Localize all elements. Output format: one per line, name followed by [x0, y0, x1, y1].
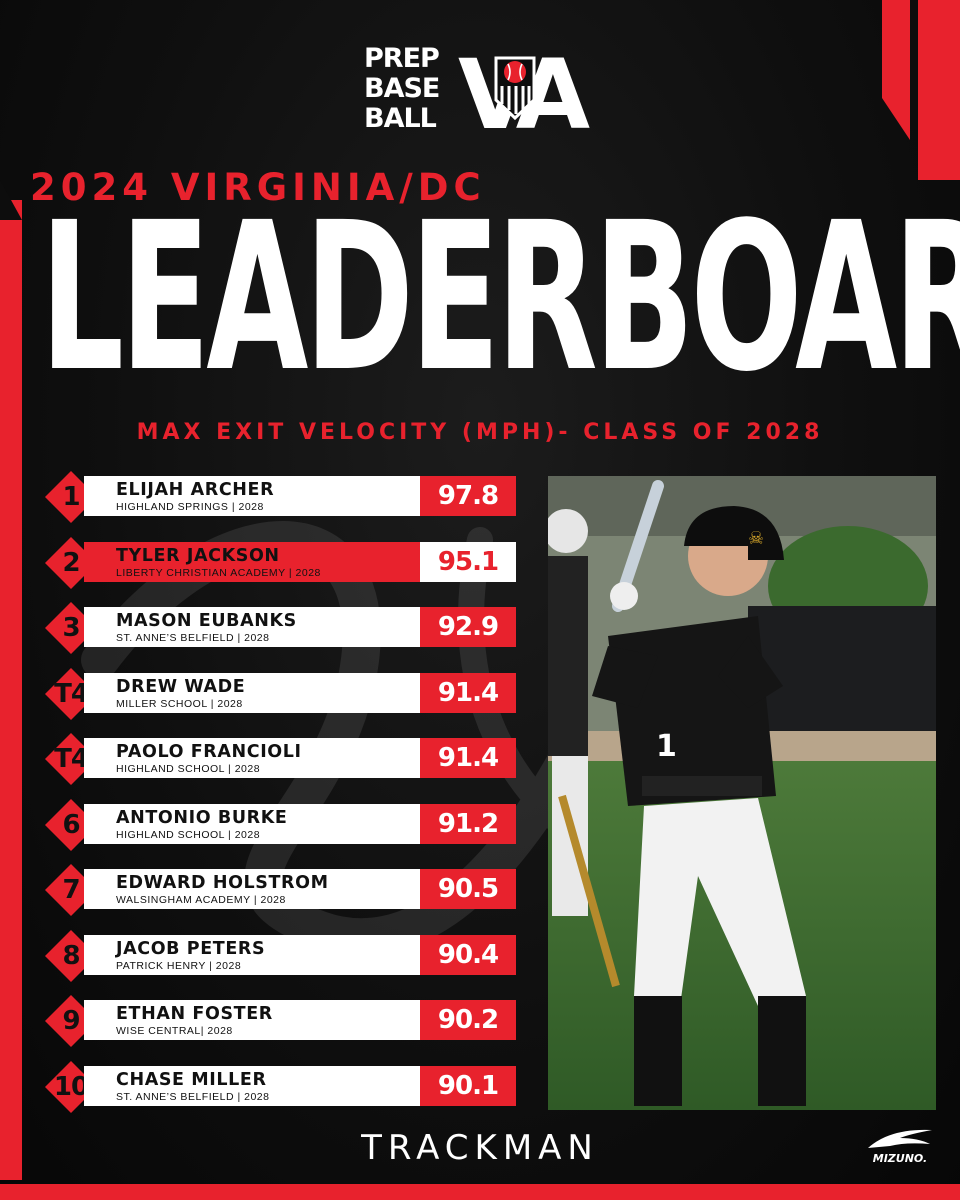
exit-velocity-value: 91.4 [420, 673, 516, 713]
player-school: ST. ANNE’S BELFIELD | 2028 [116, 632, 270, 644]
leaderboard-row: 10 CHASE MILLER ST. ANNE’S BELFIELD | 20… [44, 1061, 524, 1113]
row-bar [84, 738, 464, 778]
player-name: ANTONIO BURKE [116, 808, 288, 828]
exit-velocity-value: 90.5 [420, 869, 516, 909]
rank-number: 10 [53, 1072, 89, 1102]
player-name: PAOLO FRANCIOLI [116, 742, 302, 762]
player-name: CHASE MILLER [116, 1070, 267, 1090]
row-bar [84, 607, 464, 647]
frame-accent-left [0, 200, 22, 1180]
exit-velocity-value: 90.2 [420, 1000, 516, 1040]
exit-velocity-value: 97.8 [420, 476, 516, 516]
logo-line-2: BASE [364, 73, 440, 104]
player-school: MILLER SCHOOL | 2028 [116, 698, 243, 710]
rank-number: 7 [62, 875, 80, 905]
player-school: LIBERTY CHRISTIAN ACADEMY | 2028 [116, 567, 321, 579]
row-bar [84, 869, 464, 909]
player-school: HIGHLAND SPRINGS | 2028 [116, 501, 264, 513]
player-name: MASON EUBANKS [116, 611, 297, 631]
leaderboard-row: 7 EDWARD HOLSTROM WALSINGHAM ACADEMY | 2… [44, 864, 524, 916]
row-bar [84, 935, 464, 975]
row-bar [84, 542, 464, 582]
rank-number: T4 [54, 679, 89, 709]
rank-number: 3 [62, 613, 80, 643]
exit-velocity-value: 91.2 [420, 804, 516, 844]
mizuno-logo: MIZUNO. [860, 1124, 940, 1168]
leaderboard-row: 6 ANTONIO BURKE HIGHLAND SCHOOL | 2028 9… [44, 799, 524, 851]
leaderboard-row: 1 ELIJAH ARCHER HIGHLAND SPRINGS | 2028 … [44, 471, 524, 523]
leaderboard-row: T4 DREW WADE MILLER SCHOOL | 2028 91.4 [44, 668, 524, 720]
row-bar [84, 673, 464, 713]
frame-accent-bottom [0, 1184, 960, 1200]
stat-subtitle: MAX EXIT VELOCITY (MPH)- CLASS OF 2028 [136, 420, 824, 445]
leaderboard-row: 3 MASON EUBANKS ST. ANNE’S BELFIELD | 20… [44, 602, 524, 654]
logo-line-1: PREP [364, 43, 440, 74]
svg-text:☠: ☠ [748, 528, 764, 549]
player-name: TYLER JACKSON [116, 546, 280, 566]
logo-va-mark: VA [458, 46, 596, 134]
row-bar [84, 1000, 464, 1040]
player-school: PATRICK HENRY | 2028 [116, 960, 242, 972]
exit-velocity-value: 92.9 [420, 607, 516, 647]
rank-number: 1 [62, 482, 80, 512]
player-school: ST. ANNE’S BELFIELD | 2028 [116, 1091, 270, 1103]
player-school: WISE CENTRAL| 2028 [116, 1025, 233, 1037]
baseball-icon [504, 61, 526, 83]
rank-number: 8 [62, 941, 80, 971]
exit-velocity-value: 90.4 [420, 935, 516, 975]
page-title: LEADERBOARD [40, 178, 960, 418]
frame-accent-slash [882, 0, 910, 140]
shield-icon [494, 56, 536, 121]
rank-number: 2 [62, 548, 80, 578]
leaderboard-list: 1 ELIJAH ARCHER HIGHLAND SPRINGS | 2028 … [44, 471, 524, 1116]
leaderboard-row: 9 ETHAN FOSTER WISE CENTRAL| 2028 90.2 [44, 995, 524, 1047]
mizuno-runbird-icon [868, 1129, 932, 1148]
logo-wordmark: PREP BASE BALL [364, 44, 454, 134]
rank-number: 6 [62, 810, 80, 840]
player-school: HIGHLAND SCHOOL | 2028 [116, 763, 261, 775]
trackman-logo: TRACKMAN [361, 1128, 599, 1168]
leaderboard-row: T4 PAOLO FRANCIOLI HIGHLAND SCHOOL | 202… [44, 733, 524, 785]
frame-accent-right [918, 0, 960, 180]
rank-number: T4 [54, 744, 89, 774]
exit-velocity-value: 91.4 [420, 738, 516, 778]
player-school: HIGHLAND SCHOOL | 2028 [116, 829, 261, 841]
row-bar [84, 1066, 464, 1106]
player-school: WALSINGHAM ACADEMY | 2028 [116, 894, 286, 906]
player-name: JACOB PETERS [116, 939, 266, 959]
row-bar [84, 476, 464, 516]
player-name: EDWARD HOLSTROM [116, 873, 329, 893]
exit-velocity-value: 90.1 [420, 1066, 516, 1106]
player-name: ETHAN FOSTER [116, 1004, 273, 1024]
svg-text:1: 1 [656, 729, 677, 764]
year-region-heading: 2024 VIRGINIA/DC [30, 166, 486, 209]
player-photo: ☠ 1 [548, 476, 936, 1110]
mizuno-wordmark: MIZUNO. [872, 1152, 928, 1165]
leaderboard-row: 2 TYLER JACKSON LIBERTY CHRISTIAN ACADEM… [44, 537, 524, 589]
rank-number: 9 [62, 1006, 80, 1036]
exit-velocity-value: 95.1 [420, 542, 516, 582]
player-name: DREW WADE [116, 677, 246, 697]
player-name: ELIJAH ARCHER [116, 480, 275, 500]
leaderboard-row: 8 JACOB PETERS PATRICK HENRY | 2028 90.4 [44, 930, 524, 982]
prep-baseball-va-logo: PREP BASE BALL VA [364, 44, 596, 136]
row-bar [84, 804, 464, 844]
logo-line-3: BALL [364, 103, 437, 134]
